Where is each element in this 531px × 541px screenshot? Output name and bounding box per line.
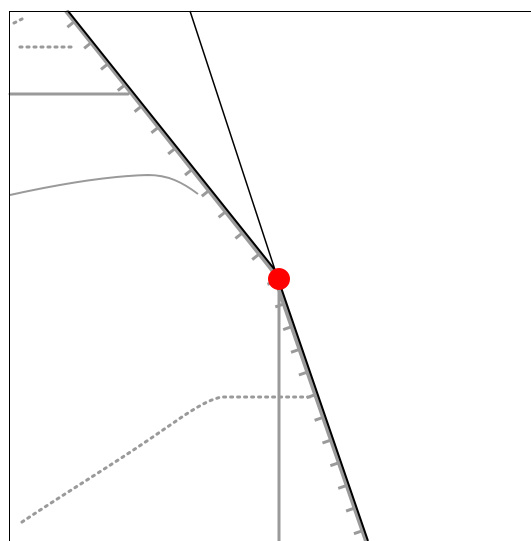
embankment[interactable] — [64, 9, 369, 541]
hachure-tick — [329, 461, 340, 468]
hachure-tick — [345, 506, 356, 513]
red-circle-marker[interactable] — [268, 268, 290, 290]
hachure-tick — [298, 370, 308, 377]
road-middle-curve[interactable] — [9, 173, 199, 196]
hachure-tick — [217, 210, 227, 219]
hachure-tick — [83, 41, 93, 50]
hachure-tick — [167, 147, 177, 156]
hachure-tick — [282, 325, 293, 332]
hachure-tick — [184, 168, 193, 177]
track-corner-stub — [12, 16, 26, 25]
embankment-hachures — [66, 20, 363, 536]
hachure-tick — [116, 83, 126, 92]
hachure-tick — [100, 62, 109, 71]
hachure-tick — [66, 20, 76, 29]
embankment-band — [64, 9, 368, 541]
hachure-tick — [337, 483, 348, 490]
hachure-tick — [290, 347, 301, 354]
hachure-tick — [353, 529, 363, 536]
embankment-edge — [67, 10, 369, 541]
hachure-tick — [306, 393, 316, 400]
hachure-tick — [274, 302, 285, 309]
hachure-tick — [234, 231, 244, 240]
hachure-tick — [251, 252, 261, 261]
hachure-tick — [150, 126, 160, 134]
hachure-tick — [133, 104, 143, 113]
roads-layer — [8, 92, 281, 541]
track-lower-curve[interactable] — [20, 395, 312, 524]
hachure-tick — [200, 189, 210, 198]
guide-line — [189, 10, 278, 277]
tracks-layer — [12, 16, 312, 524]
hachure-tick — [314, 415, 324, 422]
hachure-tick — [321, 438, 332, 445]
